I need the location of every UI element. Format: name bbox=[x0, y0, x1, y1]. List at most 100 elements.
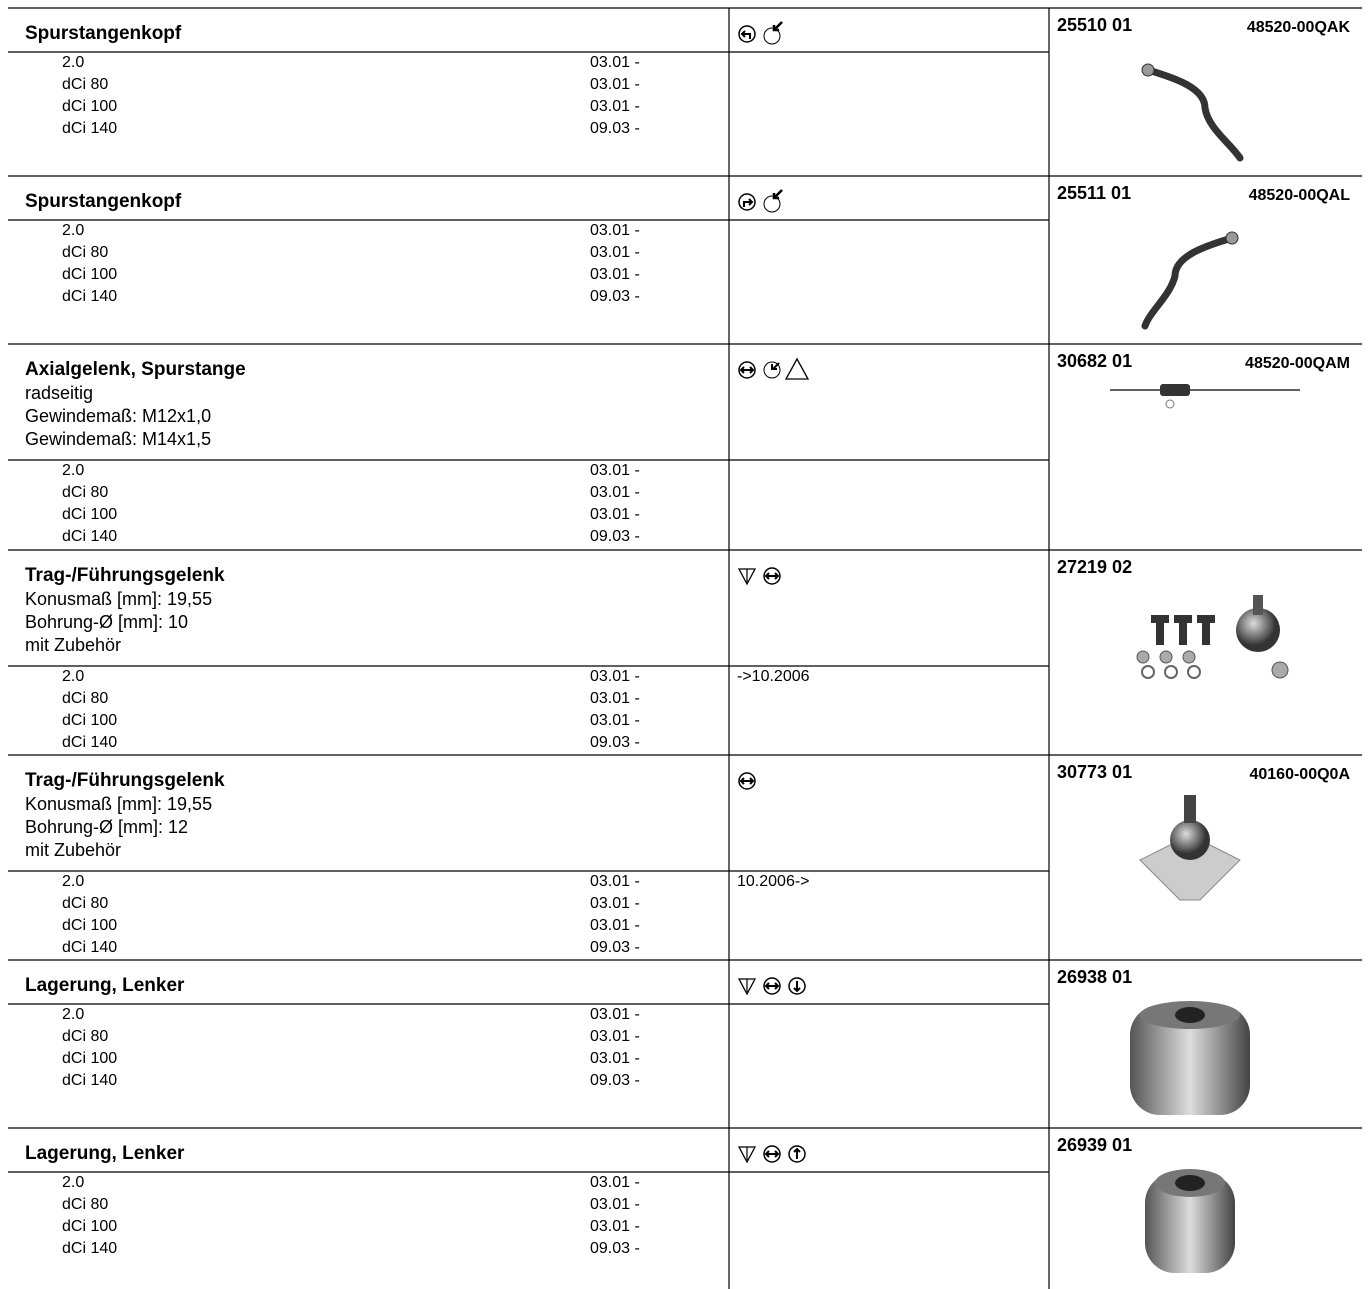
engine: 2.0 bbox=[62, 54, 84, 71]
date: 03.01 - bbox=[590, 1196, 640, 1213]
engine: dCi 140 bbox=[62, 1072, 117, 1089]
stud bbox=[1253, 595, 1263, 615]
date: 03.01 - bbox=[590, 1218, 640, 1235]
icon-arrow bbox=[739, 366, 755, 374]
bolt bbox=[1179, 620, 1187, 645]
engine: dCi 100 bbox=[62, 1050, 117, 1067]
part-number: 26939 01 bbox=[1057, 1135, 1132, 1155]
icon bbox=[738, 25, 756, 43]
entry-title: Spurstangenkopf bbox=[25, 191, 182, 212]
entry-detail: Gewindemaß: M14x1,5 bbox=[25, 429, 211, 449]
engine: dCi 140 bbox=[62, 120, 117, 137]
entry-detail: Konusmaß [mm]: 19,55 bbox=[25, 794, 212, 814]
date: 03.01 - bbox=[590, 712, 640, 729]
icon bbox=[763, 1145, 781, 1163]
part-image bbox=[1110, 384, 1300, 409]
date: 03.01 - bbox=[590, 1006, 640, 1023]
engine: 2.0 bbox=[62, 222, 84, 239]
engine: 2.0 bbox=[62, 1006, 84, 1023]
oem-number: 48520-00QAL bbox=[1249, 187, 1351, 204]
date: 03.01 - bbox=[590, 668, 640, 685]
plate bbox=[1139, 844, 1241, 901]
icon-ring bbox=[788, 1145, 806, 1163]
engine: 2.0 bbox=[62, 462, 84, 479]
engine: dCi 100 bbox=[62, 506, 117, 523]
icon bbox=[737, 568, 757, 586]
entry-detail: radseitig bbox=[25, 383, 93, 403]
part-image bbox=[1141, 63, 1244, 162]
date: 09.03 - bbox=[590, 120, 640, 137]
engine: dCi 100 bbox=[62, 917, 117, 934]
date: 03.01 - bbox=[590, 484, 640, 501]
rod-body bbox=[1160, 384, 1190, 396]
entry-detail: mit Zubehör bbox=[25, 635, 121, 655]
part-number: 25510 01 bbox=[1057, 15, 1132, 35]
date: 03.01 - bbox=[590, 98, 640, 115]
icon-ring bbox=[738, 772, 756, 790]
icon-ring bbox=[738, 193, 756, 211]
entry-detail: Bohrung-Ø [mm]: 10 bbox=[25, 612, 188, 632]
icon-triangle bbox=[784, 357, 810, 380]
date: 03.01 - bbox=[590, 54, 640, 71]
ball-joint bbox=[1170, 820, 1210, 860]
date: 03.01 - bbox=[590, 506, 640, 523]
entry-title: Spurstangenkopf bbox=[25, 23, 182, 44]
icon bbox=[788, 1145, 806, 1163]
washer bbox=[1165, 399, 1175, 409]
part-number: 30773 01 bbox=[1057, 762, 1132, 782]
icon-arrow bbox=[740, 30, 751, 39]
engine: dCi 100 bbox=[62, 266, 117, 283]
icon-ring bbox=[788, 977, 806, 995]
ball-joint bbox=[1236, 608, 1280, 652]
ball-stud bbox=[1141, 63, 1155, 77]
date: 09.03 - bbox=[590, 939, 640, 956]
icon-ring bbox=[763, 361, 781, 379]
rod bbox=[1141, 234, 1236, 330]
engine: dCi 140 bbox=[62, 528, 117, 545]
icon-arrow bbox=[772, 189, 783, 200]
part-image bbox=[1130, 1001, 1250, 1115]
date: 09.03 - bbox=[590, 1240, 640, 1257]
date: 03.01 - bbox=[590, 917, 640, 934]
entry-title: Lagerung, Lenker bbox=[25, 1143, 185, 1164]
oem-number: 48520-00QAK bbox=[1247, 19, 1351, 36]
stud bbox=[1184, 795, 1196, 823]
bushing bbox=[1130, 1005, 1250, 1115]
engine: dCi 100 bbox=[62, 98, 117, 115]
icon bbox=[738, 193, 756, 211]
engine: dCi 80 bbox=[62, 895, 108, 912]
entry-title: Trag-/Führungsgelenk bbox=[25, 565, 225, 586]
engine: dCi 100 bbox=[62, 712, 117, 729]
icon bbox=[763, 361, 781, 379]
engine: 2.0 bbox=[62, 873, 84, 890]
bolt bbox=[1202, 620, 1210, 645]
date: 03.01 - bbox=[590, 266, 640, 283]
date: 09.03 - bbox=[590, 734, 640, 751]
icon bbox=[763, 567, 781, 585]
date: 03.01 - bbox=[590, 1050, 640, 1067]
date: 03.01 - bbox=[590, 1028, 640, 1045]
nut bbox=[1159, 650, 1173, 664]
icon-arrow bbox=[764, 982, 780, 990]
rod bbox=[1144, 66, 1244, 162]
entry-title: Lagerung, Lenker bbox=[25, 975, 185, 996]
engine: dCi 80 bbox=[62, 484, 108, 501]
part-number: 26938 01 bbox=[1057, 967, 1132, 987]
entry-detail: Bohrung-Ø [mm]: 12 bbox=[25, 817, 188, 837]
date: 03.01 - bbox=[590, 873, 640, 890]
bushing bbox=[1145, 1173, 1235, 1273]
part-number: 30682 01 bbox=[1057, 351, 1132, 371]
engine: dCi 80 bbox=[62, 76, 108, 93]
icon bbox=[738, 772, 756, 790]
date: 09.03 - bbox=[590, 1072, 640, 1089]
icon-arrow bbox=[764, 1150, 780, 1158]
entry-detail: Konusmaß [mm]: 19,55 bbox=[25, 589, 212, 609]
nut bbox=[1271, 661, 1289, 679]
icon-arrow bbox=[764, 572, 780, 580]
bushing-hole bbox=[1175, 1175, 1205, 1191]
icon-arrow bbox=[743, 198, 754, 207]
icon bbox=[763, 189, 783, 213]
entry-title: Trag-/Führungsgelenk bbox=[25, 770, 225, 791]
washer bbox=[1187, 665, 1201, 679]
